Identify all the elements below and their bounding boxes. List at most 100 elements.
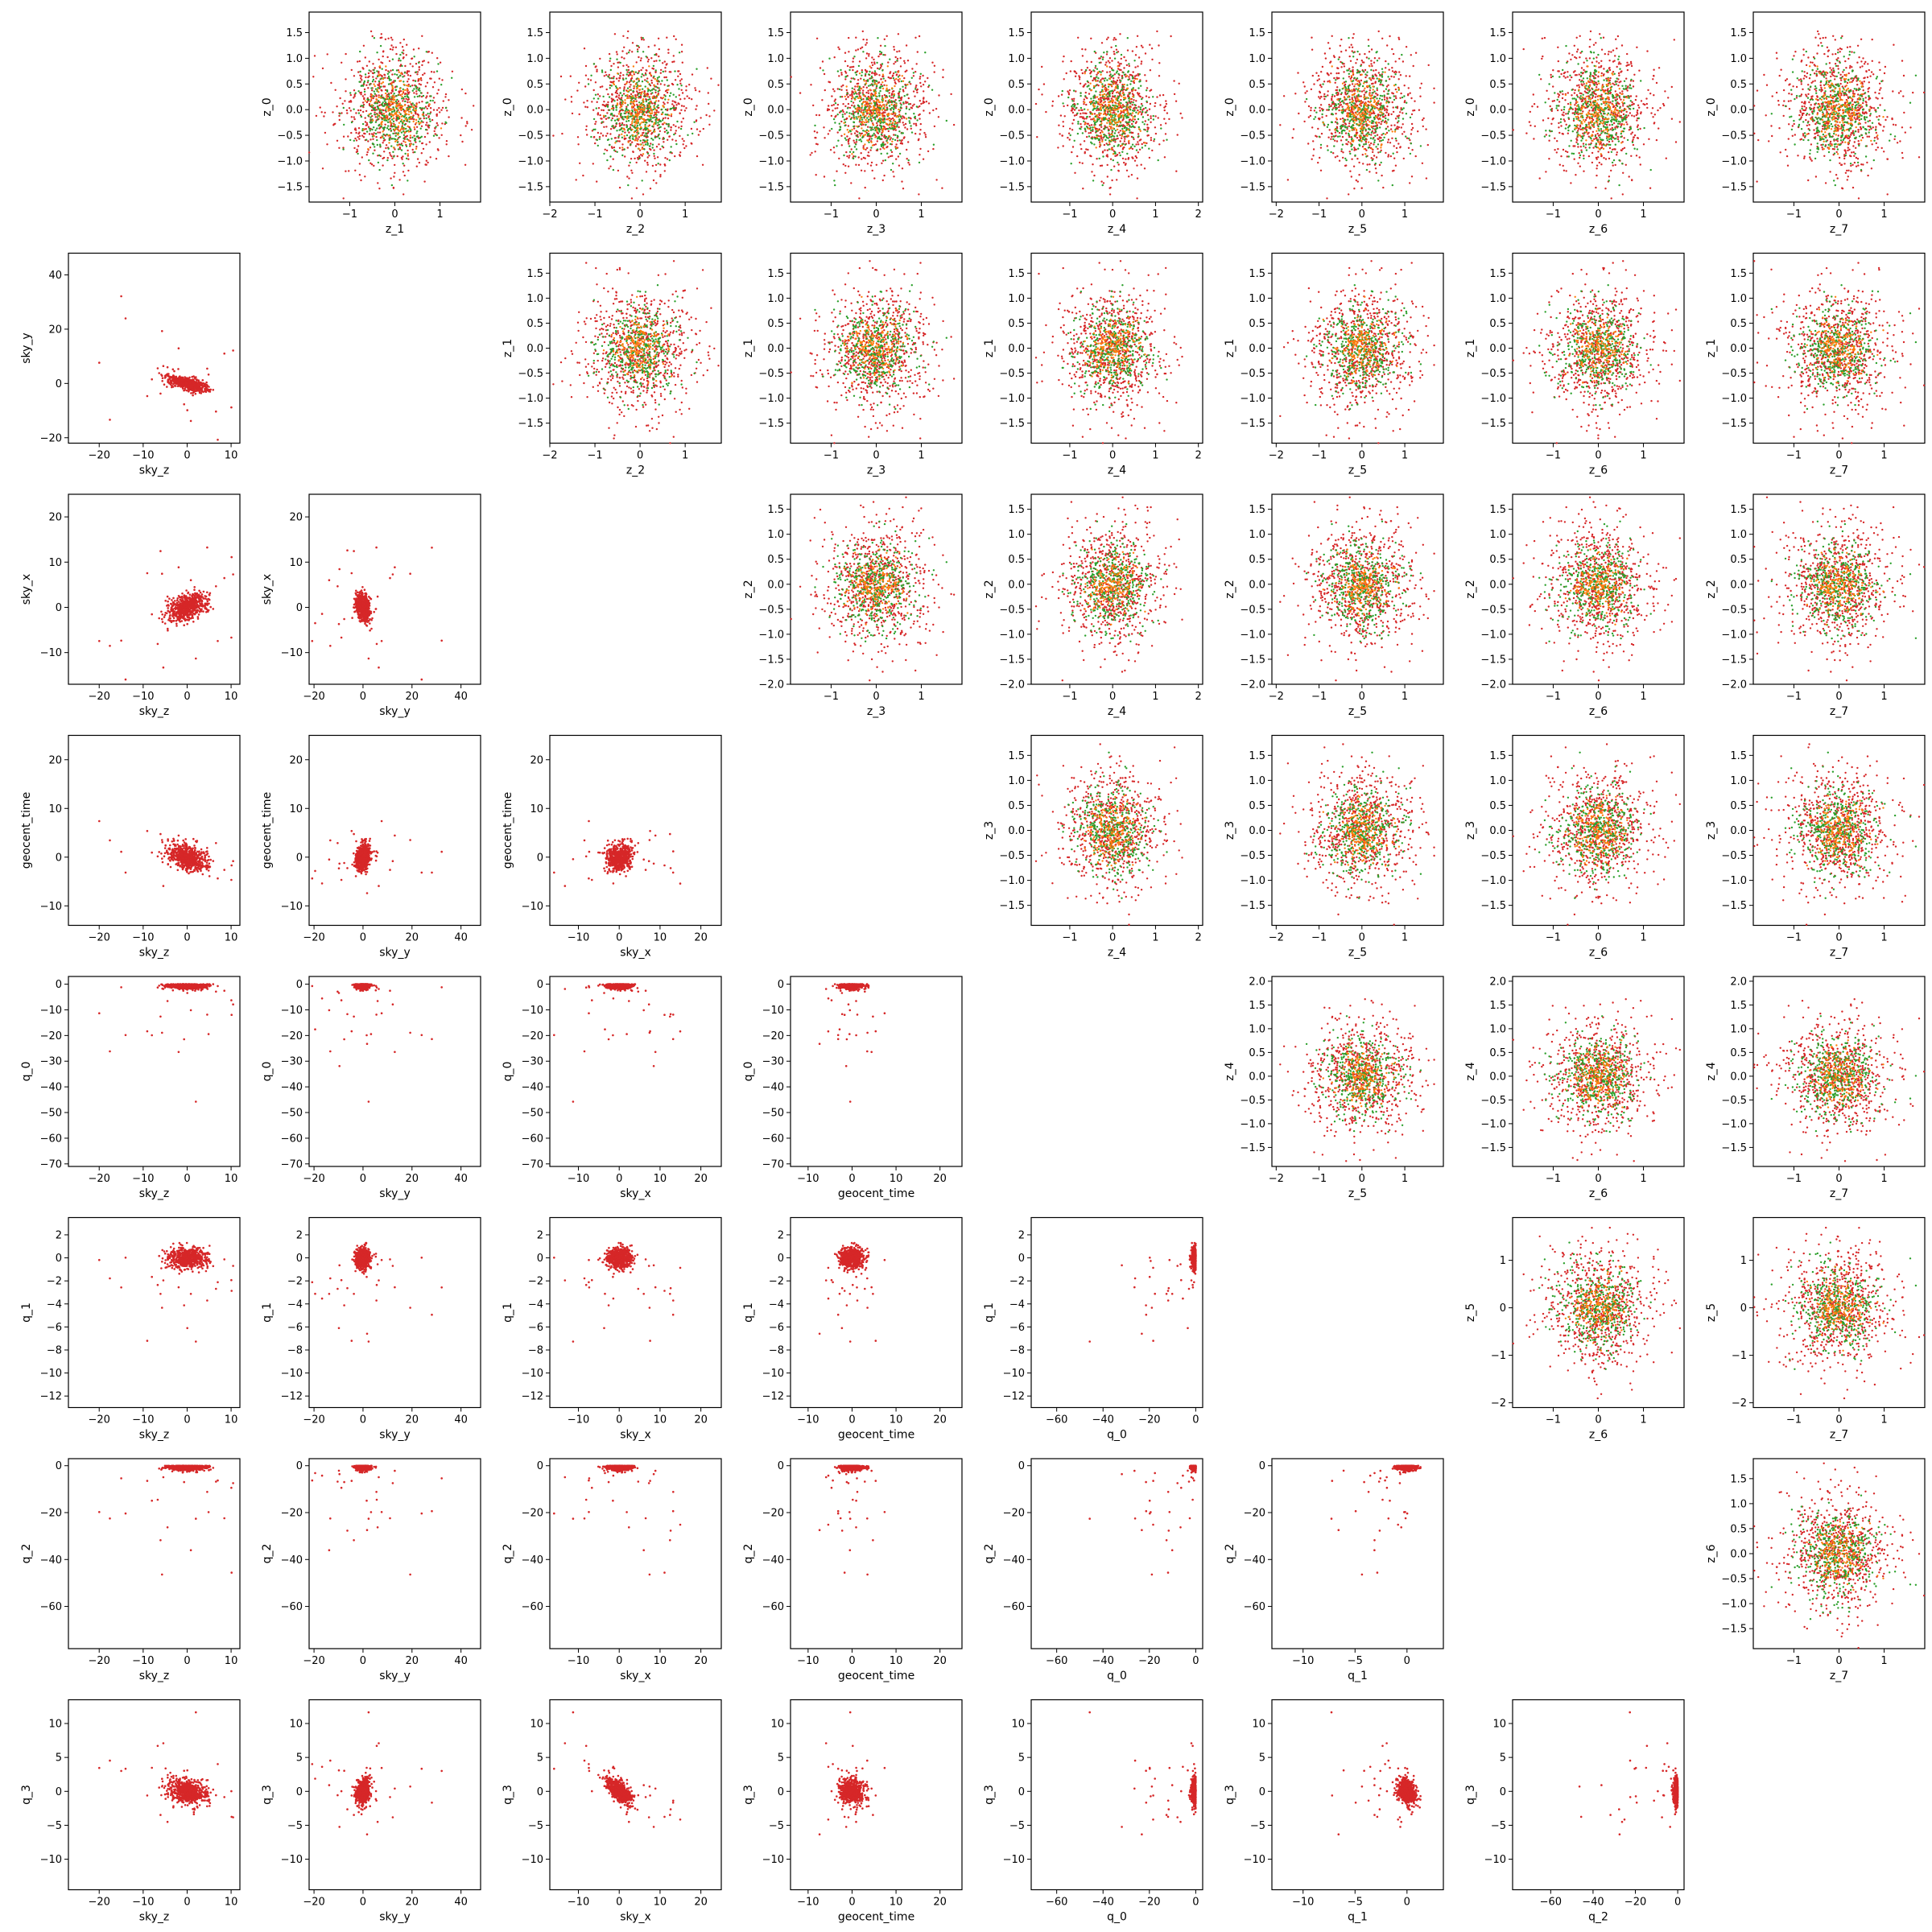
latent-point-green — [382, 134, 384, 135]
latent-point-red — [594, 142, 596, 144]
latent-point-red — [621, 143, 623, 145]
latent-point-green — [645, 132, 646, 134]
latent-point-red — [363, 136, 365, 138]
latent-point-red — [363, 45, 365, 47]
latent-point-orange — [374, 85, 376, 87]
latent-point-red — [867, 126, 869, 128]
latent-point-red — [907, 141, 909, 142]
latent-point-red — [897, 58, 898, 60]
latent-point-red — [651, 132, 653, 134]
latent-point-red — [889, 89, 890, 91]
latent-point-red — [332, 124, 334, 126]
latent-point-red — [407, 135, 408, 137]
latent-point-red — [851, 148, 852, 150]
latent-point-green — [369, 130, 371, 131]
latent-point-green — [358, 112, 360, 114]
latent-point-green — [621, 124, 622, 126]
latent-point-red — [650, 80, 652, 81]
latent-point-green — [658, 163, 659, 164]
latent-point-red — [894, 79, 895, 80]
latent-point-red — [339, 119, 341, 121]
latent-point-green — [349, 139, 351, 141]
latent-point-green — [430, 100, 431, 101]
latent-point-red — [873, 177, 875, 179]
latent-point-red — [683, 140, 684, 142]
latent-point-red — [436, 109, 438, 111]
latent-point-green — [655, 114, 657, 116]
latent-point-orange — [398, 72, 400, 73]
latent-point-red — [646, 70, 647, 72]
latent-point-red — [473, 105, 474, 106]
latent-point-green — [373, 69, 374, 71]
latent-point-orange — [639, 122, 641, 124]
latent-point-red — [619, 75, 621, 76]
latent-point-orange — [638, 78, 639, 80]
latent-point-red — [678, 126, 679, 128]
latent-point-red — [606, 133, 608, 134]
latent-point-green — [662, 119, 663, 121]
latent-point-orange — [398, 111, 400, 113]
latent-point-orange — [614, 142, 616, 143]
latent-point-red — [341, 112, 342, 114]
latent-point-green — [670, 109, 671, 110]
latent-point-red — [314, 55, 316, 56]
latent-point-red — [644, 79, 646, 80]
latent-point-red — [404, 175, 406, 176]
latent-point-green — [372, 80, 374, 82]
scatter-panel: −1 0 1−1.5−1.0−0.50.00.51.01.5z_1z_0 — [261, 12, 481, 236]
latent-point-red — [852, 60, 853, 62]
latent-point-red — [679, 112, 680, 114]
latent-point-red — [591, 101, 592, 102]
latent-point-red — [368, 72, 369, 74]
latent-point-red — [660, 69, 662, 71]
latent-point-green — [643, 96, 645, 97]
latent-point-orange — [648, 105, 650, 107]
latent-point-red — [362, 111, 364, 113]
x-axis-label: z_2 — [626, 223, 645, 236]
latent-point-red — [705, 114, 707, 116]
latent-point-green — [651, 92, 653, 93]
latent-point-red — [415, 90, 417, 92]
latent-point-green — [353, 140, 355, 142]
latent-point-green — [620, 62, 621, 64]
latent-point-red — [366, 154, 368, 155]
latent-point-green — [615, 85, 617, 87]
latent-point-red — [920, 85, 922, 87]
latent-point-red — [461, 141, 463, 142]
y-tick-label: −1.0 — [277, 155, 303, 167]
latent-point-orange — [634, 131, 635, 133]
latent-point-red — [674, 155, 675, 157]
latent-point-red — [387, 38, 389, 39]
latent-point-green — [602, 96, 604, 97]
latent-point-orange — [652, 96, 654, 97]
latent-point-green — [369, 69, 370, 71]
latent-point-green — [375, 133, 377, 134]
latent-point-green — [675, 96, 677, 97]
latent-point-green — [391, 111, 393, 113]
latent-point-red — [585, 75, 587, 76]
latent-point-red — [913, 75, 914, 76]
latent-point-orange — [415, 119, 417, 121]
latent-point-green — [402, 138, 404, 139]
latent-point-green — [625, 109, 627, 110]
latent-point-red — [561, 133, 563, 134]
latent-point-green — [392, 151, 394, 153]
latent-point-orange — [395, 112, 397, 114]
latent-point-red — [356, 149, 357, 151]
latent-point-red — [673, 60, 675, 62]
latent-point-red — [871, 62, 873, 64]
latent-point-green — [427, 113, 428, 114]
latent-point-red — [436, 57, 438, 59]
latent-point-orange — [668, 114, 670, 116]
latent-point-red — [577, 143, 579, 145]
latent-point-red — [362, 95, 364, 97]
latent-point-green — [432, 100, 434, 101]
latent-point-red — [675, 140, 677, 142]
latent-point-red — [653, 149, 654, 151]
latent-point-red — [429, 141, 431, 142]
latent-point-red — [355, 132, 357, 134]
latent-point-green — [365, 139, 367, 141]
latent-point-red — [656, 146, 658, 147]
latent-point-red — [679, 98, 681, 100]
latent-point-green — [400, 121, 402, 122]
